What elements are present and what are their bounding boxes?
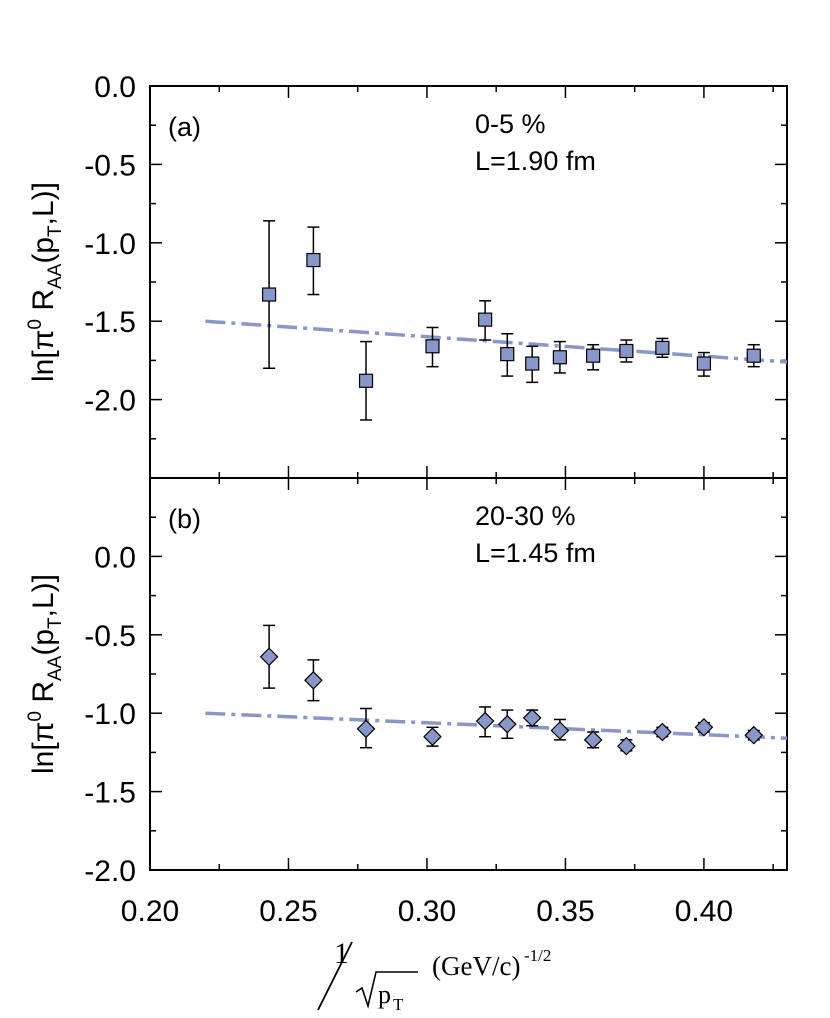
data-point-square [696, 356, 712, 371]
data-point-diamond [522, 708, 542, 728]
data-point-diamond [550, 721, 570, 740]
x-tick-label: 0.30 [398, 895, 456, 928]
y-tick-label-a: -1.5 [84, 306, 136, 339]
y-axis-label-a: ln[π0 RAA(pT,L)] [25, 182, 66, 382]
data-point-square [358, 373, 374, 388]
y-tick-label-b: -2.0 [84, 855, 136, 888]
data-point-square [425, 339, 440, 354]
data-point-diamond [259, 647, 279, 667]
x-axis-tick-labels: 0.20 0.25 0.30 0.35 0.40 [121, 895, 733, 928]
x-label-exponent: -1/2 [524, 946, 551, 965]
y-tick-label-a: -0.5 [84, 149, 136, 182]
fit-line-a [205, 319, 788, 364]
ylabel-pi: π [27, 330, 60, 351]
data-point-diamond [423, 727, 442, 747]
x-label-units: (GeV/c) [432, 951, 520, 981]
y-tick-label-b: -1.0 [84, 698, 136, 731]
ylabel-subscript-t: T [45, 225, 66, 237]
data-point-square [655, 340, 670, 355]
x-label-sqrt-sign [355, 971, 418, 1009]
data-point-square [746, 348, 761, 363]
ylabel-r: R [27, 289, 60, 319]
ylabel-close: ,L)] [27, 182, 60, 225]
ylabel-subscript-aa: AA [45, 263, 66, 289]
y-tick-label-b: -1.5 [84, 777, 136, 810]
x-tick-label: 0.20 [121, 895, 179, 928]
plot-frame-a [149, 85, 788, 479]
data-point-diamond [304, 670, 323, 690]
data-point-square [552, 350, 567, 365]
ylabel-subscript-t: T [45, 617, 66, 629]
plot-frame-b [149, 477, 788, 871]
data-point-diamond [744, 725, 764, 745]
x-tick-label: 0.40 [675, 895, 733, 928]
ylabel-pi: π [27, 722, 60, 743]
ylabel-p: (p [27, 237, 60, 264]
panel-b: 0.0 -0.5 -1.0 -1.5 -2.0 (b) 20-30 % L=1.45 fm ln… [25, 477, 788, 888]
ylabel-superscript: 0 [25, 711, 46, 722]
x-label-numerator: 1 [334, 937, 349, 970]
data-point-diamond [497, 714, 517, 734]
data-point-square [619, 343, 634, 359]
ylabel-ln: ln[ [27, 742, 60, 774]
data-point-square [525, 356, 540, 371]
x-label-radicand: p [378, 980, 391, 1009]
length-label-b: L=1.45 fm [475, 538, 596, 568]
ylabel-close: ,L)] [27, 574, 60, 617]
data-point-diamond [356, 719, 376, 739]
length-label-a: L=1.90 fm [475, 146, 596, 176]
fit-line-b [205, 711, 788, 741]
x-label-fraction-slash [317, 941, 353, 1011]
data-point-diamond [583, 730, 603, 750]
x-tick-label: 0.35 [536, 895, 594, 928]
ylabel-p: (p [27, 629, 60, 656]
centrality-label-b: 20-30 % [475, 501, 576, 531]
data-point-diamond [694, 717, 714, 737]
panel-label-b: (b) [168, 504, 201, 534]
panel-a: 0.0 -0.5 -1.0 -1.5 -2.0 (a) 0-5 % L=1.90 fm ln[π… [25, 71, 788, 479]
data-point-square [586, 348, 601, 363]
ylabel-r: R [27, 681, 60, 711]
centrality-label-a: 0-5 % [475, 109, 546, 139]
data-point-square [478, 312, 493, 327]
x-label-radicand-subscript: T [393, 995, 404, 1014]
y-tick-label-a: -2.0 [84, 385, 136, 418]
data-point-square [500, 347, 515, 362]
y-tick-label-a: 0.0 [94, 71, 136, 104]
y-tick-label-b: 0.0 [94, 541, 136, 574]
data-point-square [306, 252, 321, 268]
ylabel-superscript: 0 [25, 319, 46, 330]
y-axis-label-b: ln[π0 RAA(pT,L)] [25, 574, 66, 774]
ylabel-ln: ln[ [27, 350, 60, 382]
data-point-diamond [617, 736, 636, 756]
y-tick-label-b: -0.5 [84, 620, 136, 653]
ylabel-subscript-aa: AA [45, 655, 66, 681]
data-point-diamond [653, 722, 672, 742]
data-point-square [261, 287, 277, 302]
x-tick-label: 0.25 [259, 895, 317, 928]
y-tick-label-a: -1.0 [84, 228, 136, 261]
data-point-diamond [475, 711, 495, 731]
panel-label-a: (a) [168, 112, 201, 142]
x-axis-label: 1 p T (GeV/c) -1/2 [317, 937, 551, 1014]
